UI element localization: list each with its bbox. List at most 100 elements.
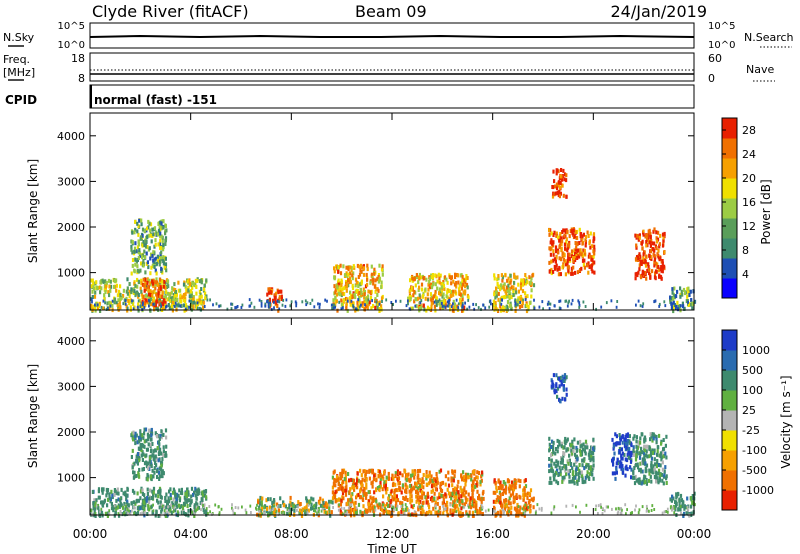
range-gate-cell xyxy=(651,269,654,274)
range-gate-cell xyxy=(267,299,270,303)
range-gate-cell xyxy=(649,468,652,473)
range-gate-cell xyxy=(167,496,170,501)
range-gate-cell xyxy=(463,502,466,507)
range-gate-cell xyxy=(143,288,146,293)
range-gate-cell xyxy=(505,309,508,313)
range-gate-cell xyxy=(550,238,553,243)
range-gate-cell xyxy=(334,288,337,293)
range-gate-cell xyxy=(575,245,578,250)
range-gate-cell xyxy=(560,444,563,449)
range-gate-cell xyxy=(548,457,551,461)
range-gate-cell xyxy=(490,302,492,306)
range-gate-cell xyxy=(627,455,630,460)
range-gate-cell xyxy=(345,302,348,306)
range-gate-cell xyxy=(555,231,558,236)
range-gate-cell xyxy=(555,384,558,389)
range-gate-cell xyxy=(148,459,151,464)
range-gate-cell xyxy=(120,295,123,300)
range-gate-cell xyxy=(682,304,685,309)
range-gate-cell xyxy=(503,282,506,287)
range-gate-cell xyxy=(162,433,165,437)
range-gate-cell xyxy=(104,290,107,294)
range-gate-cell xyxy=(639,254,642,259)
range-gate-cell xyxy=(126,306,129,310)
range-gate-cell xyxy=(144,281,147,286)
range-gate-cell xyxy=(568,257,571,261)
range-gate-cell xyxy=(482,303,484,307)
range-gate-cell xyxy=(104,284,107,289)
range-gate-cell xyxy=(190,499,193,504)
range-gate-cell xyxy=(586,230,589,235)
noise-tick-high-right: 10^5 xyxy=(708,21,735,32)
range-gate-cell xyxy=(507,486,510,491)
range-gate-cell xyxy=(521,301,524,306)
range-gate-cell xyxy=(161,284,164,289)
range-gate-cell xyxy=(558,465,561,470)
range-gate-cell xyxy=(149,456,152,461)
range-gate-cell xyxy=(158,262,161,267)
range-gate-cell xyxy=(381,272,384,277)
range-gate-cell xyxy=(645,468,648,473)
range-gate-cell xyxy=(553,461,556,466)
range-gate-cell xyxy=(671,507,674,511)
range-gate-cell xyxy=(448,289,451,293)
range-gate-cell xyxy=(192,492,195,497)
range-gate-cell xyxy=(181,508,185,513)
range-gate-cell xyxy=(629,459,633,464)
range-gate-cell xyxy=(371,277,374,282)
range-gate-cell xyxy=(643,448,646,453)
range-gate-cell xyxy=(523,479,526,484)
range-gate-cell xyxy=(336,308,339,313)
range-gate-cell xyxy=(140,289,143,294)
range-gate-cell xyxy=(107,511,110,516)
range-gate-cell xyxy=(564,440,567,445)
range-gate-cell xyxy=(493,510,496,514)
range-gate-cell xyxy=(592,239,595,244)
range-gate-cell xyxy=(267,303,270,307)
range-gate-cell xyxy=(639,461,642,466)
range-gate-cell xyxy=(411,469,414,474)
range-gate-cell xyxy=(182,303,185,308)
range-gate-cell xyxy=(467,492,470,497)
colorbar-segment xyxy=(722,390,737,411)
range-gate-cell xyxy=(104,279,107,284)
range-gate-cell xyxy=(201,492,204,497)
range-gate-cell xyxy=(443,287,446,292)
range-gate-cell xyxy=(421,501,425,505)
range-gate-cell xyxy=(446,504,449,509)
range-gate-cell xyxy=(124,504,127,508)
range-gate-cell xyxy=(153,226,157,231)
range-gate-cell xyxy=(662,481,665,486)
range-gate-cell xyxy=(559,191,562,196)
range-gate-cell xyxy=(277,308,280,313)
range-gate-cell xyxy=(634,508,636,512)
range-gate-cell xyxy=(554,191,557,196)
range-gate-cell xyxy=(572,232,575,237)
range-gate-cell xyxy=(512,500,515,505)
range-gate-cell xyxy=(147,503,149,507)
range-gate-cell xyxy=(583,265,586,270)
range-gate-cell xyxy=(561,174,564,178)
range-gate-cell xyxy=(199,300,202,305)
range-gate-cell xyxy=(335,299,338,304)
range-gate-cell xyxy=(329,513,332,518)
range-gate-cell xyxy=(401,503,404,507)
range-gate-cell xyxy=(453,302,457,307)
range-gate-cell xyxy=(156,307,159,311)
range-gate-cell xyxy=(450,276,453,281)
range-gate-cell xyxy=(279,496,282,501)
colorbar-frame xyxy=(721,329,738,511)
range-gate-cell xyxy=(374,305,377,310)
range-gate-cell xyxy=(529,488,533,493)
range-gate-cell xyxy=(341,491,345,496)
range-gate-cell xyxy=(393,491,396,495)
range-gate-cell xyxy=(146,487,149,492)
range-gate-cell xyxy=(643,454,646,459)
colorbar-tick-label: 100 xyxy=(742,384,763,397)
colorbar-tick-label: -500 xyxy=(742,464,767,477)
range-gate-cell xyxy=(519,283,523,288)
range-gate-cell xyxy=(558,299,561,303)
range-gate-cell xyxy=(126,308,129,313)
range-gate-cell xyxy=(652,252,655,257)
range-gate-cell xyxy=(363,491,366,496)
